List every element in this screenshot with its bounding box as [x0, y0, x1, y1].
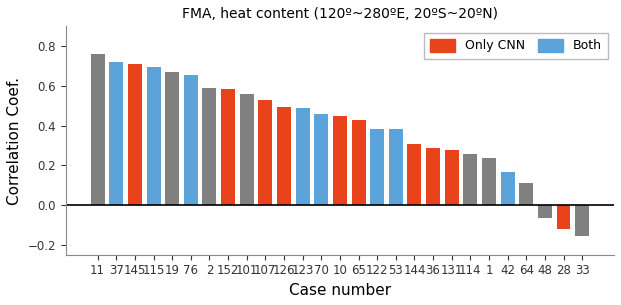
Bar — [351, 120, 366, 205]
Bar — [575, 205, 589, 236]
Bar — [128, 64, 142, 205]
Bar — [445, 150, 459, 205]
Bar — [147, 67, 160, 205]
X-axis label: Case number: Case number — [289, 283, 391, 298]
Bar — [277, 107, 291, 205]
Bar — [184, 75, 198, 205]
Bar — [109, 62, 123, 205]
Y-axis label: Correlation Coef.: Correlation Coef. — [7, 77, 22, 205]
Bar — [519, 183, 533, 205]
Bar — [370, 129, 384, 205]
Bar — [333, 116, 347, 205]
Bar — [296, 108, 310, 205]
Bar — [314, 114, 329, 205]
Bar — [91, 54, 104, 205]
Bar — [258, 100, 273, 205]
Bar — [482, 158, 496, 205]
Bar — [221, 89, 235, 205]
Bar — [463, 154, 478, 205]
Title: FMA, heat content (120º~280ºE, 20ºS~20ºN): FMA, heat content (120º~280ºE, 20ºS~20ºN… — [182, 7, 498, 21]
Bar — [202, 88, 217, 205]
Bar — [165, 72, 179, 205]
Bar — [426, 149, 440, 205]
Bar — [556, 205, 571, 229]
Bar — [389, 129, 403, 205]
Bar — [538, 205, 552, 218]
Bar — [501, 172, 515, 205]
Legend: Only CNN, Both: Only CNN, Both — [424, 33, 608, 59]
Bar — [240, 94, 254, 205]
Bar — [407, 144, 422, 205]
